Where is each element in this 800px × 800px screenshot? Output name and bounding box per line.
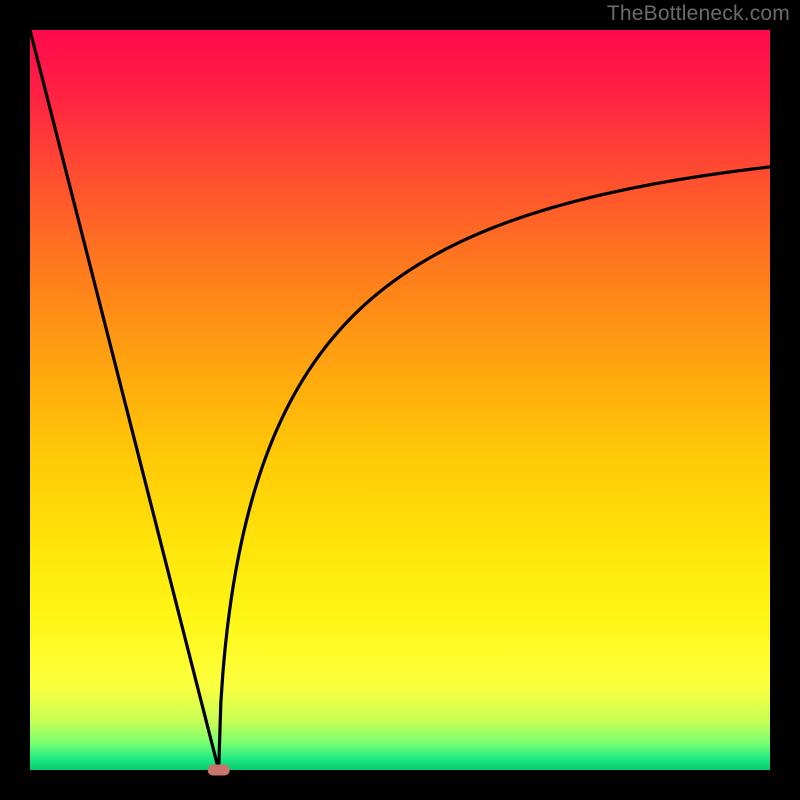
plot-background-gradient (30, 30, 770, 770)
watermark-text: TheBottleneck.com (607, 2, 790, 26)
chart-container: TheBottleneck.com (0, 0, 800, 800)
bottleneck-chart (0, 0, 800, 800)
target-marker (208, 765, 230, 776)
